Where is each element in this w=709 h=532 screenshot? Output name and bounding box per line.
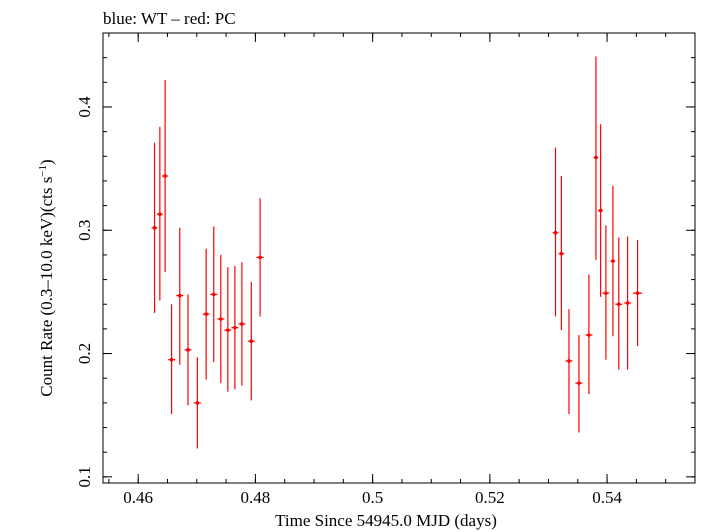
point-marker — [219, 317, 223, 321]
point-marker — [553, 230, 558, 235]
x-tick-label: 0.52 — [475, 488, 505, 507]
data-points — [151, 56, 643, 449]
point-marker — [186, 348, 190, 352]
data-point — [610, 185, 616, 337]
point-marker — [195, 401, 200, 405]
point-marker — [598, 208, 603, 213]
point-marker — [169, 357, 174, 362]
data-point — [247, 282, 255, 401]
data-point — [575, 335, 583, 433]
y-axis-label-end: ) — [37, 159, 56, 165]
data-point — [231, 266, 239, 390]
data-point — [202, 248, 210, 380]
data-point — [168, 304, 176, 414]
y-axis-label: Count Rate (0.3–10.0 keV)(cts s−1) — [37, 159, 56, 396]
data-point — [176, 227, 184, 365]
point-marker — [177, 293, 182, 298]
point-marker — [240, 322, 244, 326]
y-tick-label: 0.2 — [75, 343, 94, 364]
data-point — [210, 226, 218, 363]
point-marker — [625, 301, 630, 305]
x-tick-label: 0.54 — [592, 488, 622, 507]
x-tick-label: 0.48 — [241, 488, 271, 507]
data-point — [151, 142, 158, 313]
point-marker — [258, 255, 262, 260]
point-marker — [226, 328, 230, 332]
data-point — [217, 254, 225, 384]
data-point — [558, 176, 565, 331]
point-marker — [567, 359, 571, 363]
point-marker — [611, 259, 615, 263]
data-point — [193, 357, 201, 449]
plot-frame — [102, 32, 696, 484]
y-tick-label: 0.1 — [75, 466, 94, 487]
data-point — [238, 262, 246, 386]
data-point — [184, 294, 192, 406]
data-point — [598, 124, 603, 297]
y-tick-label: 0.4 — [75, 96, 94, 118]
data-point — [624, 236, 632, 370]
data-point — [162, 79, 169, 273]
data-point — [224, 267, 232, 392]
point-marker — [211, 292, 216, 297]
point-marker — [594, 155, 598, 160]
data-point — [632, 240, 643, 347]
chart-title: blue: WT – red: PC — [103, 9, 236, 28]
data-point — [156, 126, 163, 301]
data-point — [602, 225, 610, 360]
x-tick-label: 0.46 — [123, 488, 153, 507]
data-point — [593, 56, 599, 260]
data-point — [615, 237, 623, 370]
point-marker — [604, 291, 608, 295]
x-axis-label: Time Since 54945.0 MJD (days) — [275, 511, 497, 530]
data-point — [256, 198, 264, 317]
x-tick-labels: 0.46 0.48 0.5 0.52 0.54 — [123, 488, 622, 507]
data-point — [552, 147, 559, 317]
point-marker — [233, 325, 237, 330]
point-marker — [204, 312, 208, 316]
y-axis-label-main: Count Rate (0.3–10.0 keV)(cts s — [37, 177, 56, 397]
point-marker — [158, 212, 162, 217]
point-marker — [249, 339, 254, 344]
point-marker — [617, 302, 621, 307]
data-point — [565, 309, 573, 414]
point-marker — [587, 333, 591, 337]
point-marker — [577, 381, 581, 385]
point-marker — [559, 251, 564, 256]
y-tick-labels: 0.1 0.2 0.3 0.4 — [75, 96, 94, 488]
point-marker — [163, 174, 167, 178]
point-marker — [152, 225, 157, 230]
point-marker — [635, 291, 640, 295]
y-axis-label-sup: −1 — [37, 165, 49, 177]
data-point — [585, 274, 593, 395]
axis-ticks — [103, 33, 695, 483]
x-tick-label: 0.5 — [362, 488, 383, 507]
y-tick-label: 0.3 — [75, 220, 94, 241]
